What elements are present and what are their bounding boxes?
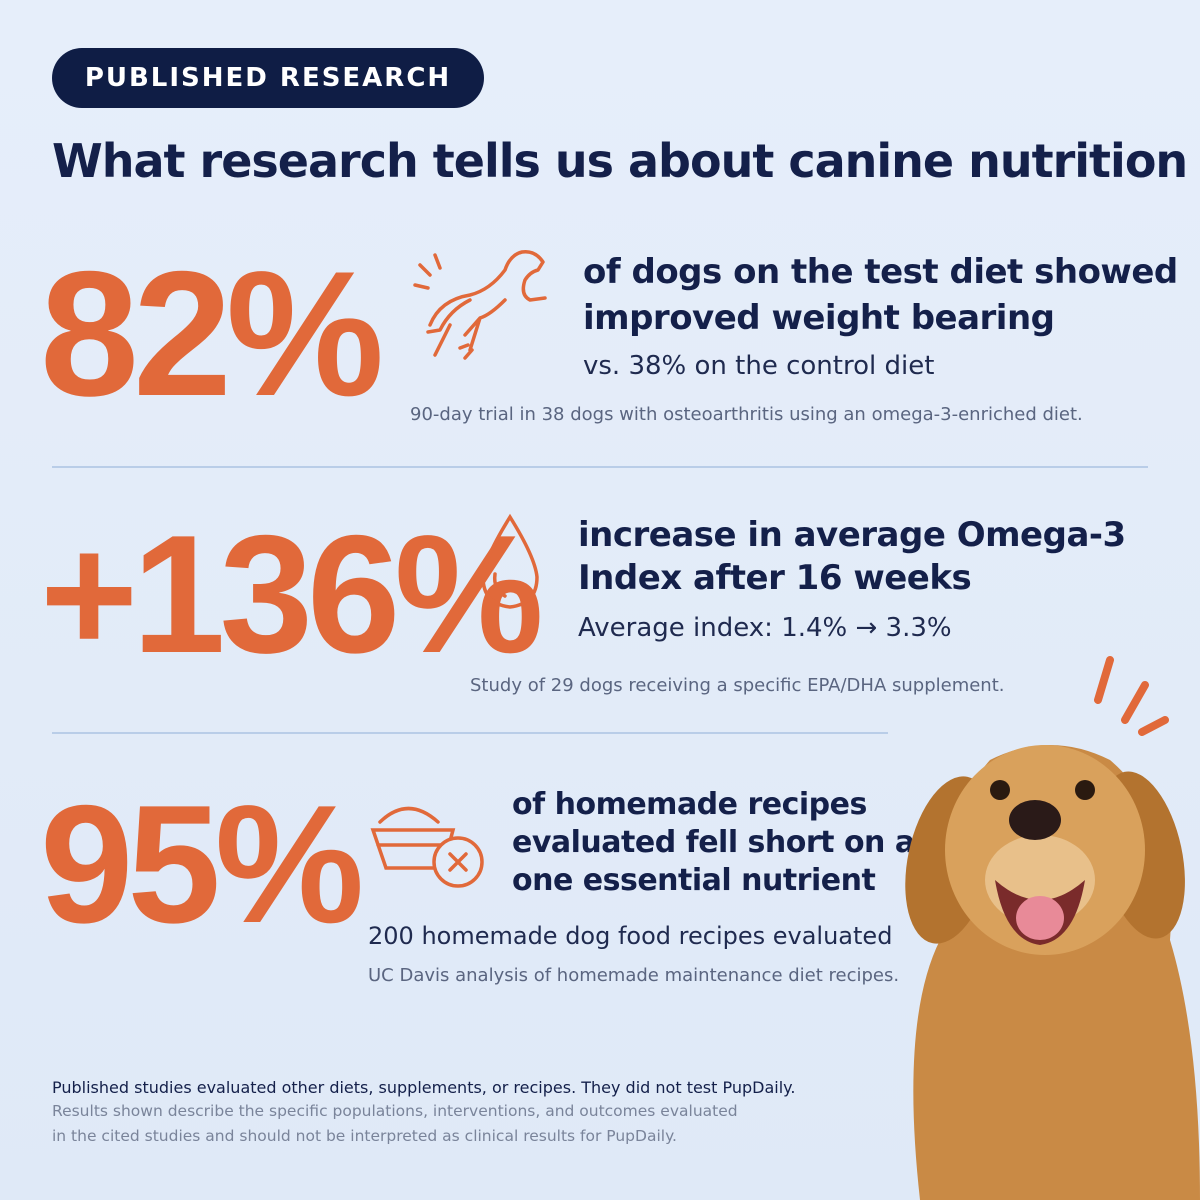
stat-figure: 82% xyxy=(40,234,384,433)
title: What research tells us about canine nutr… xyxy=(52,134,1188,188)
drop-icon xyxy=(481,513,539,609)
footer-disclaimer: Published studies evaluated other diets,… xyxy=(52,1078,796,1097)
stat-source: UC Davis analysis of homemade maintenanc… xyxy=(368,965,900,986)
divider xyxy=(52,732,888,734)
stat-source: Study of 29 dogs receiving a specific EP… xyxy=(470,675,1005,696)
stat-headline: of homemade recipes xyxy=(512,787,867,822)
dog-jump-icon xyxy=(413,249,547,360)
stat-headline: increase in average Omega-3 xyxy=(578,515,1126,555)
bowl-icon xyxy=(370,806,484,888)
stat-figure: +136% xyxy=(40,500,544,688)
stat-detail: Average index: 1.4% → 3.3% xyxy=(578,613,952,643)
stat-headline: Index after 16 weeks xyxy=(578,558,972,598)
divider xyxy=(52,466,1148,468)
stat-headline: one essential nutrient xyxy=(512,863,876,898)
stat-detail: 200 homemade dog food recipes evaluated xyxy=(368,922,893,950)
stat-source: 90-day trial in 38 dogs with osteoarthri… xyxy=(410,404,1083,425)
stat-detail: vs. 38% on the control diet xyxy=(583,351,935,381)
stat-headline: of dogs on the test diet showed xyxy=(583,252,1178,292)
footer-note: in the cited studies and should not be i… xyxy=(52,1127,677,1145)
footer-note: Results shown describe the specific popu… xyxy=(52,1102,738,1120)
badge: PUBLISHED RESEARCH xyxy=(52,48,484,108)
stat-figure: 95% xyxy=(40,770,364,958)
dog-illustration xyxy=(905,656,1200,1200)
stat-headline: improved weight bearing xyxy=(583,298,1055,338)
